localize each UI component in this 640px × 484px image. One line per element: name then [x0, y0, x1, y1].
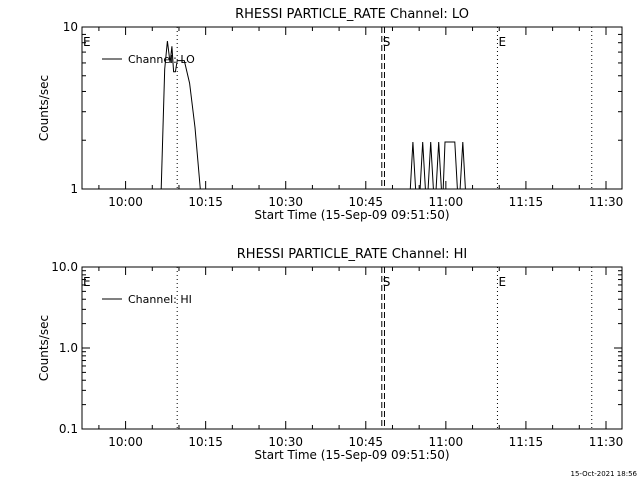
event-marker-label: E — [83, 35, 91, 49]
data-series-line — [409, 141, 466, 190]
event-marker-label: S — [383, 275, 391, 289]
chart-title: RHESSI PARTICLE_RATE Channel: LO — [235, 7, 469, 22]
y-tick-label: 10.0 — [51, 260, 78, 274]
event-marker-label: S — [383, 35, 391, 49]
x-tick-label: 10:45 — [348, 435, 383, 449]
data-series-line — [160, 40, 201, 190]
event-marker-label: E — [83, 275, 91, 289]
plot-frame — [81, 26, 623, 190]
chart-panel-2: RHESSI PARTICLE_RATE Channel: HI 10:00 10:… — [37, 247, 623, 462]
legend-label: Channel: HI — [128, 293, 192, 306]
chart-panel-1: RHESSI PARTICLE_RATE Channel: LO 10:00 10:… — [37, 7, 623, 222]
x-tick-label: 10:15 — [188, 435, 223, 449]
y-axis-label: Counts/sec — [37, 75, 51, 141]
x-tick-label: 11:30 — [589, 435, 624, 449]
x-tick-label: 11:00 — [429, 435, 464, 449]
x-tick-label: 10:15 — [188, 195, 223, 209]
plot-frame — [81, 266, 623, 430]
event-marker-label: E — [498, 275, 506, 289]
x-tick-label: 11:30 — [589, 195, 624, 209]
y-axis-label: Counts/sec — [37, 315, 51, 381]
event-marker-label: E — [498, 35, 506, 49]
x-tick-label: 10:00 — [108, 195, 143, 209]
y-tick-label: 1.0 — [59, 341, 78, 355]
x-tick-label: 10:30 — [268, 435, 303, 449]
x-tick-label: 10:45 — [348, 195, 383, 209]
y-tick-label: 10 — [63, 20, 78, 34]
y-tick-label: 1 — [70, 182, 78, 196]
legend-label: Channel: LO — [128, 53, 195, 66]
y-tick-label: 0.1 — [59, 422, 78, 436]
x-tick-label: 11:15 — [509, 435, 544, 449]
x-tick-label: 11:15 — [509, 195, 544, 209]
x-tick-label: 10:30 — [268, 195, 303, 209]
x-tick-label: 11:00 — [429, 195, 464, 209]
x-axis-label: Start Time (15-Sep-09 09:51:50) — [254, 208, 449, 222]
chart-title: RHESSI PARTICLE_RATE Channel: HI — [237, 247, 467, 262]
x-axis-label: Start Time (15-Sep-09 09:51:50) — [254, 448, 449, 462]
x-tick-label: 10:00 — [108, 435, 143, 449]
